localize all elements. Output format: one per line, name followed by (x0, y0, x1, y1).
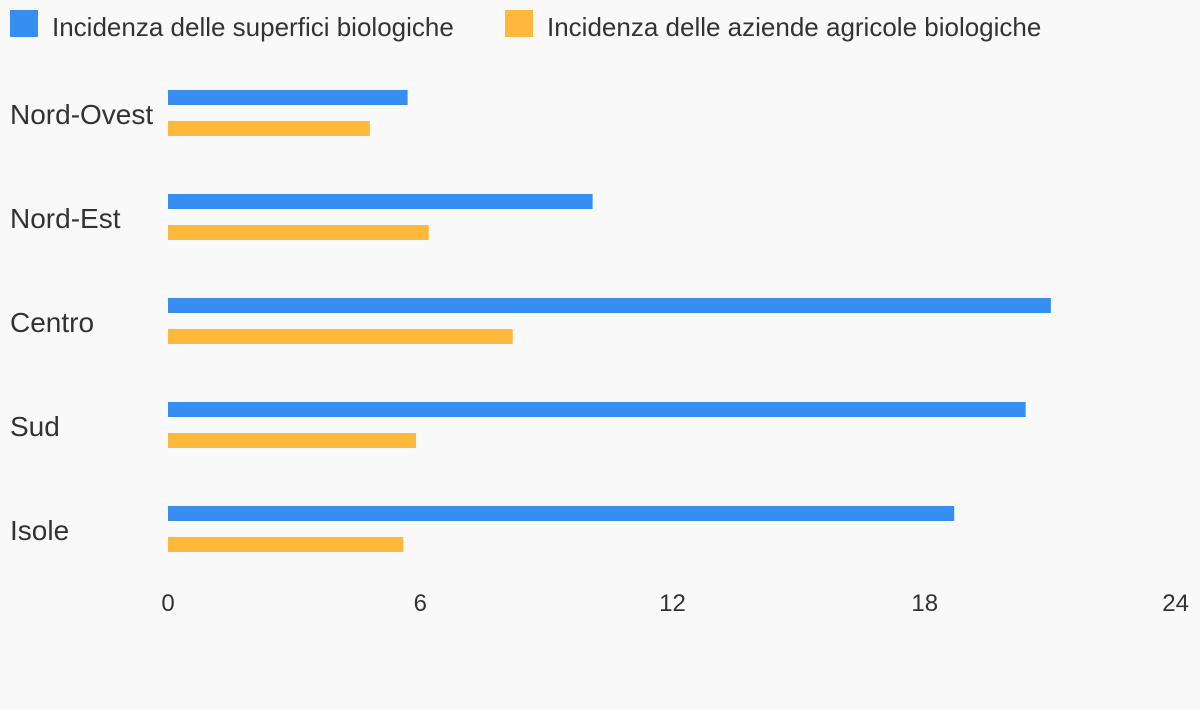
legend: Incidenza delle superfici biologiche Inci… (10, 10, 1041, 42)
category-label-sud: Sud (10, 411, 60, 442)
x-tick-label-18: 18 (911, 590, 938, 617)
x-tick-label-24: 24 (1162, 590, 1189, 617)
bar-centro-series-2 (168, 329, 513, 344)
bar-nord-est-series-2 (168, 225, 429, 240)
bar-nord-est-series-1 (168, 194, 593, 209)
x-tick-label-6: 6 (414, 590, 427, 617)
legend-swatch-1 (10, 10, 38, 37)
x-tick-label-0: 0 (161, 590, 174, 617)
legend-swatch-2 (505, 10, 533, 37)
category-label-nord-ovest: Nord-Ovest (10, 99, 153, 130)
legend-label-1: Incidenza delle superfici biologiche (52, 12, 454, 42)
bar-sud-series-1 (168, 402, 1026, 417)
bar-nord-ovest-series-2 (168, 121, 370, 136)
bars (168, 90, 1051, 552)
bar-isole-series-2 (168, 537, 404, 552)
bar-isole-series-1 (168, 506, 955, 521)
category-labels: Nord-Ovest Nord-Est Centro Sud Isole (10, 99, 153, 546)
category-label-isole: Isole (10, 515, 69, 546)
x-tick-label-12: 12 (659, 590, 686, 617)
category-label-nord-est: Nord-Est (10, 203, 121, 234)
category-label-centro: Centro (10, 307, 94, 338)
bar-centro-series-1 (168, 298, 1051, 313)
bar-nord-ovest-series-1 (168, 90, 408, 105)
x-axis-ticks: 0 6 12 18 24 (161, 590, 1189, 617)
legend-label-2: Incidenza delle aziende agricole biologi… (547, 12, 1041, 42)
bar-sud-series-2 (168, 433, 417, 448)
